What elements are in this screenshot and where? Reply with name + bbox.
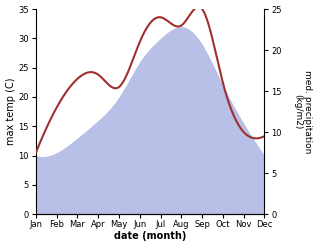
- Y-axis label: med. precipitation
(kg/m2): med. precipitation (kg/m2): [293, 70, 313, 153]
- Y-axis label: max temp (C): max temp (C): [5, 78, 16, 145]
- X-axis label: date (month): date (month): [114, 231, 186, 242]
